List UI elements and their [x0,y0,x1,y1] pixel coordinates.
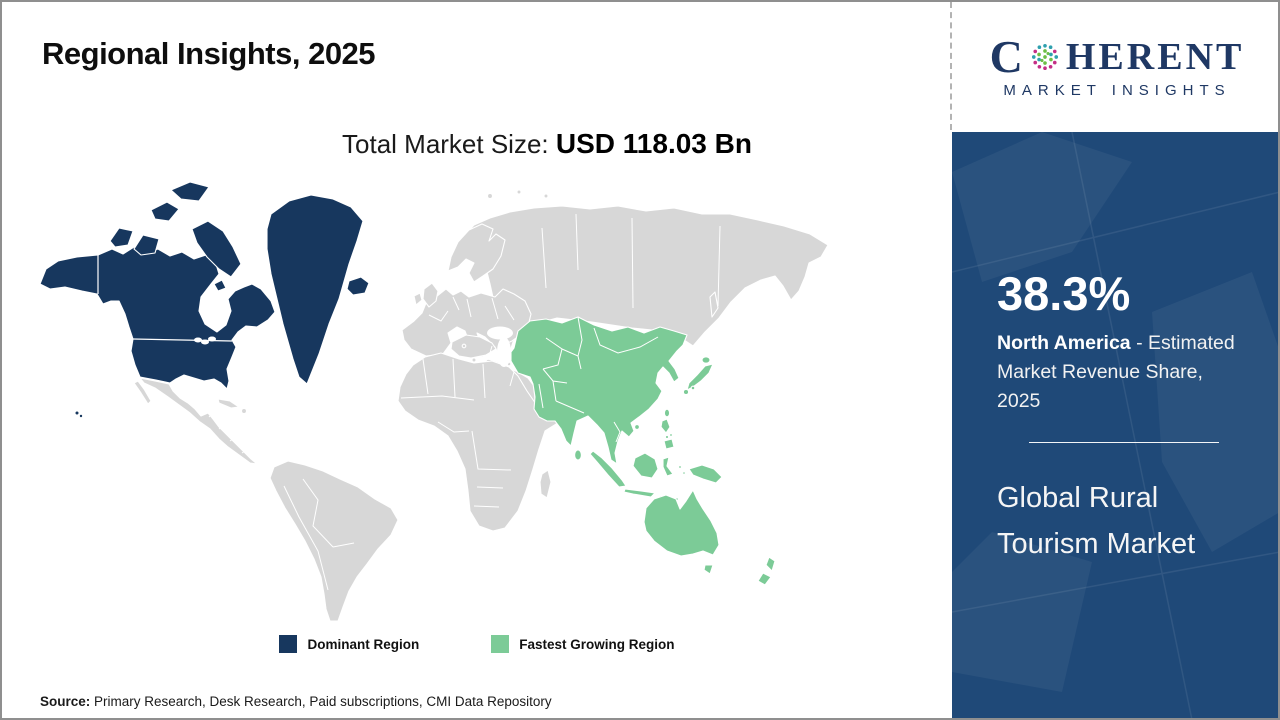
legend-swatch-fastest [491,635,510,653]
map-great-lakes [194,336,216,345]
source-label: Source: [40,694,91,709]
legend-swatch-dominant [279,635,298,653]
legend-label-dominant: Dominant Region [307,636,420,652]
map-region-north-america [39,181,370,418]
brand-logo-letter-c: C [989,30,1023,82]
legend-item-fastest: Fastest Growing Region [491,635,675,653]
map-country-borders-navy [97,255,233,342]
brand-logo: C [950,2,1278,130]
sidebar-map-texture [952,132,1278,718]
world-map [39,181,829,622]
total-market-size: Total Market Size: USD 118.03 Bn [152,128,942,160]
brand-logo-rest: HERENT [1065,35,1245,78]
legend: Dominant Region Fastest Growing Region [2,635,952,653]
legend-label-fastest: Fastest Growing Region [519,636,675,652]
brand-logo-tagline: MARKET INSIGHTS [1003,81,1231,99]
total-market-size-label: Total Market Size: [342,129,556,159]
map-country-borders-green [538,316,677,448]
share-description: North America - Estimated Market Revenue… [997,329,1250,416]
share-value: 38.3% [997,267,1131,320]
source-text: Primary Research, Desk Research, Paid su… [90,694,552,709]
brand-logo-wordmark: C [989,30,1245,82]
globe-dots-icon [1031,43,1058,70]
share-desc-text: - Estimated Market Revenue Share, 2025 [997,332,1235,412]
page-title: Regional Insights, 2025 [42,36,376,71]
sidebar-panel: 38.3% North America - Estimated Market R… [952,132,1278,718]
sidebar-divider [1028,442,1219,443]
map-country-borders-gray [208,213,721,591]
sidebar-content: 38.3% North America - Estimated Market R… [952,132,1278,567]
market-name: Global Rural Tourism Market [997,482,1196,560]
source-note: Source: Primary Research, Desk Research,… [40,694,552,709]
legend-item-dominant: Dominant Region [279,635,419,653]
map-region-rest-of-world [133,189,829,622]
total-market-size-value: USD 118.03 Bn [555,128,752,159]
map-region-asia-pacific [510,316,776,586]
map-sea-cutouts [487,326,513,367]
share-region: North America [997,332,1131,354]
